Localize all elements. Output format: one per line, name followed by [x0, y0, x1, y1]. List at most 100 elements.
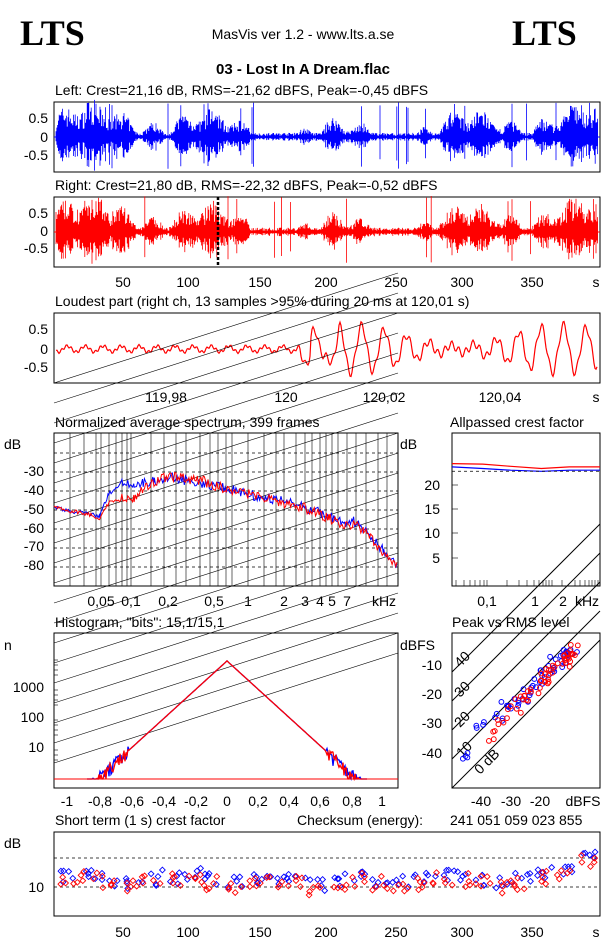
short-crest-left-point [280, 873, 288, 881]
histogram-yunit: n [4, 637, 12, 653]
short-crest-right-point [176, 882, 184, 889]
short-crest-right-point [538, 868, 546, 876]
short-crest-right-point [59, 873, 67, 881]
spectrum-ytick: -60 [24, 520, 44, 536]
histogram-frame [53, 632, 399, 789]
spectrum-ytick: -80 [24, 557, 44, 573]
allpass-left-line [451, 466, 600, 472]
loudest-title: Loudest part (right ch, 13 samples >95% … [55, 293, 469, 309]
short-crest-right-point [210, 880, 217, 887]
diag-label: 40 [451, 648, 473, 670]
histogram-xtick: -0,2 [184, 793, 208, 809]
spectrum-xtick: 2 [280, 593, 288, 609]
loudest-xtick: 119,98 [145, 389, 187, 405]
short-crest-left-point [236, 873, 244, 881]
right-waveform-panel: Right: Crest=21,80 dB, RMS=-22,32 dBFS, … [24, 177, 601, 290]
peak-rms-right-point [500, 719, 507, 726]
short-crest-right-point [578, 858, 586, 866]
left-wave-ytick: 0.5 [29, 110, 49, 126]
histogram-ytick: 1000 [13, 679, 44, 695]
spectrum-left-line [53, 472, 398, 568]
loudest-frame [53, 312, 601, 384]
peak-rms-left-point [557, 652, 564, 659]
peak-rms-right-point [545, 679, 552, 685]
histogram-xtick: 0 [223, 793, 231, 809]
allpass-ytick: 10 [424, 525, 440, 541]
short-crest-left-point [230, 873, 238, 881]
short-crest-right-point [203, 886, 211, 894]
right-wave-xtick: 250 [384, 274, 408, 290]
loudest-series [55, 320, 598, 378]
spectrum-diag [53, 452, 399, 564]
short-crest-right-point [80, 868, 88, 875]
histogram-xtick: -0,8 [88, 793, 112, 809]
histogram-title: Histogram, "bits": 15,1/15,1 [55, 614, 225, 630]
short-crest-left-point [461, 870, 469, 878]
short-crest-right-point [510, 880, 518, 888]
short-crest-right-point [309, 883, 317, 891]
peak-rms-right-point [521, 693, 528, 699]
short-crest-right-point [553, 871, 561, 879]
spectrum-xtick: 0,5 [204, 593, 224, 609]
short-crest-right-point [448, 881, 456, 889]
short-crest-right-point [369, 886, 376, 894]
histogram-xtick: -0,6 [120, 793, 144, 809]
histogram-xtick: -0,4 [152, 793, 176, 809]
peak-rms-left-point [493, 710, 500, 717]
loudest-line [55, 320, 598, 378]
short-crest-right-point [256, 879, 264, 887]
spectrum-title: Normalized average spectrum, 399 frames [55, 414, 320, 430]
peak-rms-right-point [542, 671, 548, 677]
short-crest-xtick: 200 [314, 924, 338, 940]
short-crest-right-point [341, 886, 349, 893]
short-crest-right-point [590, 858, 598, 866]
peak-rms-right-point [490, 728, 497, 735]
right-wave-xtick: 300 [450, 274, 474, 290]
peak-rms-right-point [545, 672, 552, 679]
peak-rms-right-point [570, 651, 576, 657]
spectrum-yunit: dB [4, 436, 21, 452]
left-wave-ytick: -0.5 [24, 147, 48, 163]
short-crest-right-point [129, 877, 137, 885]
short-crest-right-point [169, 879, 177, 887]
short-crest-left-point [334, 875, 342, 883]
short-crest-right-point [380, 881, 388, 889]
spectrum-xtick: 7 [343, 593, 351, 609]
peak-rms-right-point [549, 669, 556, 676]
short-crest-right-point [284, 882, 292, 890]
short-crest-left-point [523, 871, 531, 878]
short-crest-left-point [526, 870, 534, 877]
short-crest-right-point [349, 873, 357, 881]
peak-rms-ytick: -20 [422, 686, 442, 702]
spectrum-diag [53, 312, 399, 424]
diag-label: 20 [451, 708, 473, 730]
spectrum-right-line [53, 472, 398, 569]
short-crest-right-point [477, 872, 485, 880]
short-crest-right-point [441, 879, 449, 887]
short-crest-left-point [65, 868, 73, 875]
right-wave-ytick: -0.5 [24, 240, 48, 256]
short-crest-right-point [79, 877, 87, 885]
peak-rms-right-point [566, 655, 572, 662]
short-crest-left-point [201, 870, 209, 878]
spectrum-frame [53, 432, 399, 587]
short-crest-right-point [89, 875, 97, 883]
allpass-panel: Allpassed crest factor dB 20 15 10 5 0,1… [400, 414, 601, 609]
spectrum-xtick: kHz [372, 593, 396, 609]
short-crest-right-point [555, 875, 563, 883]
short-crest-right-point [507, 877, 515, 885]
peak-rms-right-point [554, 660, 561, 667]
spectrum-diag [53, 412, 399, 524]
checksum-value: 241 051 059 023 855 [450, 812, 583, 828]
short-crest-left-point [548, 863, 556, 871]
peak-rms-right-point [537, 678, 544, 684]
short-crest-right-point [70, 880, 78, 888]
short-crest-right-point [542, 880, 550, 888]
peak-rms-right-point [527, 686, 534, 693]
short-crest-left-point [123, 877, 131, 885]
short-crest-right-point [123, 879, 131, 887]
short-crest-left-point [319, 876, 327, 883]
short-crest-right-point [511, 882, 519, 890]
loudest-ytick: 0.5 [29, 321, 49, 337]
